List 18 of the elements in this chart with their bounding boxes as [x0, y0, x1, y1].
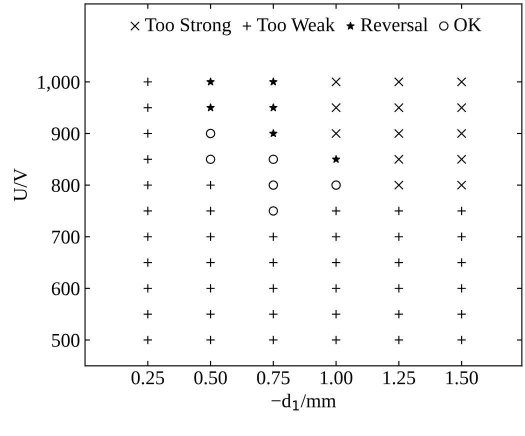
x-tick-label: 0.25: [132, 371, 164, 384]
y-tick-label: 500: [52, 334, 80, 347]
y-tick-label: 800: [52, 178, 80, 192]
y-axis-title: U/V: [14, 168, 28, 202]
x-tick-label: 1.00: [320, 371, 352, 384]
x-tick-label: 1.25: [384, 371, 416, 384]
y-tick-label: 1,000: [38, 76, 80, 92]
y-tick-label: 600: [52, 282, 80, 296]
legend-label: Too Weak: [257, 18, 335, 32]
legend-label: OK: [454, 18, 482, 32]
x-tick-label: 0.50: [194, 371, 227, 384]
y-tick-label: 700: [52, 230, 80, 244]
x-tick-label: 0.75: [257, 371, 290, 384]
legend-label: Reversal: [360, 18, 428, 32]
x-tick-label: 1.50: [446, 371, 478, 384]
legend-label: Too Strong: [145, 18, 232, 36]
y-tick-label: 900: [52, 127, 80, 140]
x-axis-title: −d$_{1}$/mm: [272, 394, 336, 410]
